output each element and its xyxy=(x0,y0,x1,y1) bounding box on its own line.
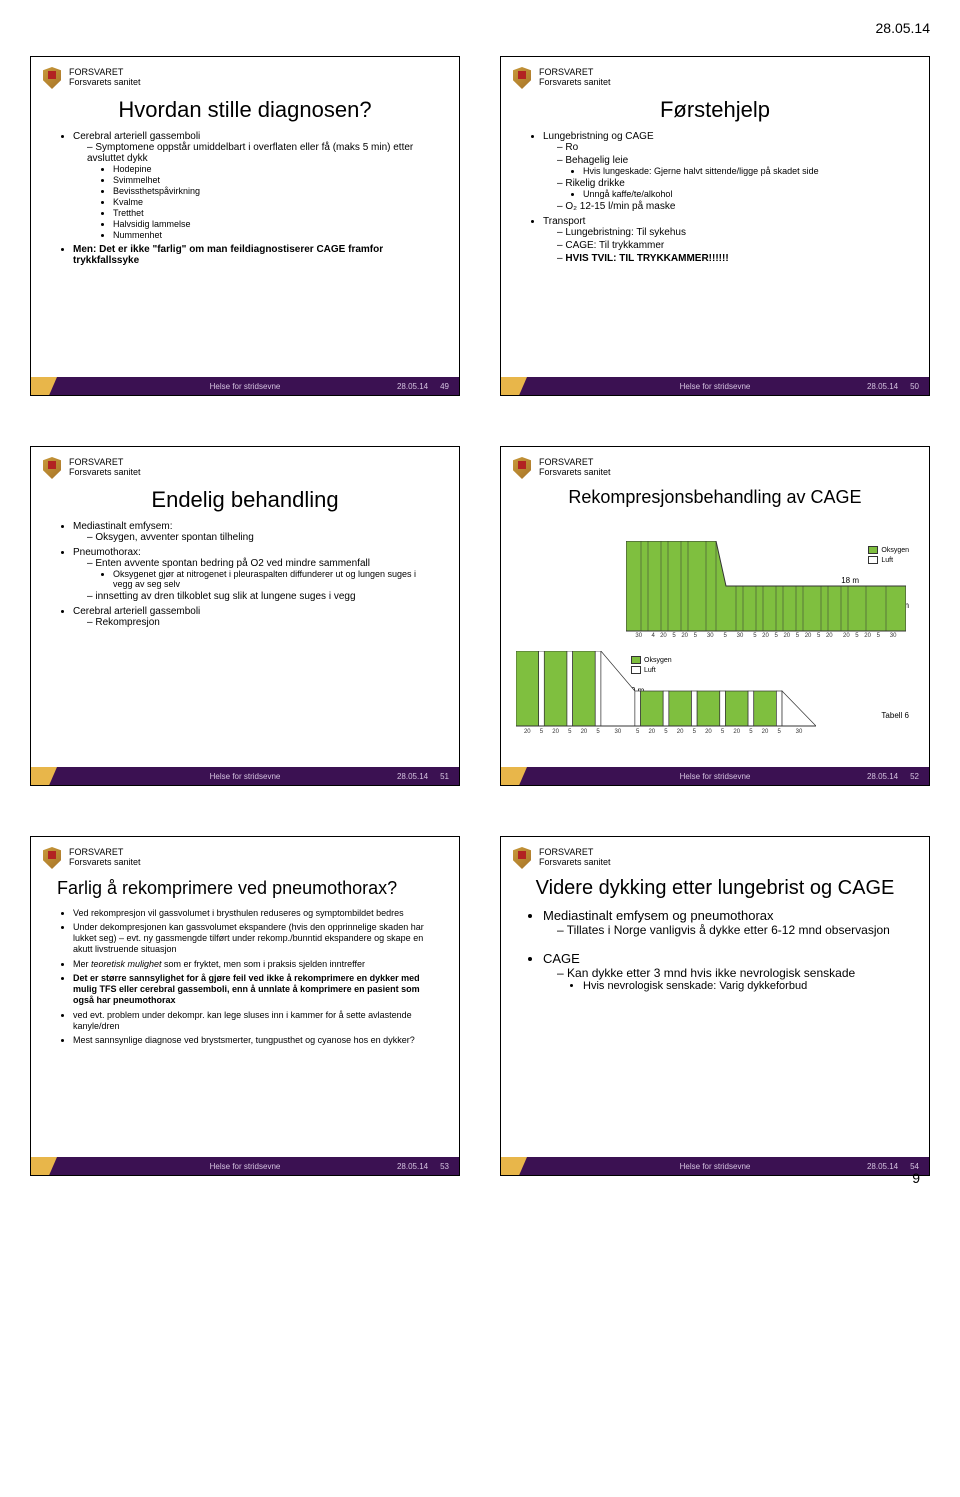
slide-title: Rekompresjonsbehandling av CAGE xyxy=(511,487,919,508)
subbullet: Symptomene oppstår umiddelbart i overfla… xyxy=(87,142,413,164)
slide-title: Førstehjelp xyxy=(527,97,903,123)
slide-footer: Helse for stridsevne 28.05.14 50 xyxy=(501,377,929,395)
bullet: Mest sannsynlige diagnose ved brystsmert… xyxy=(73,1035,433,1046)
shield-icon xyxy=(513,457,531,479)
subsub: Unngå kaffe/te/alkohol xyxy=(583,189,903,199)
slide-footer: Helse for stridsevne 28.05.14 49 xyxy=(31,377,459,395)
slide-footer: Helse for stridsevne 28.05.14 51 xyxy=(31,767,459,785)
subsub: Svimmelhet xyxy=(113,175,433,185)
footer-date: 28.05.14 xyxy=(397,382,428,391)
footer-center: Helse for stridsevne xyxy=(210,382,281,391)
bullet: Cerebral arteriell gassemboli xyxy=(73,131,200,142)
bullet: Mer teoretisk mulighet som er fryktet, m… xyxy=(73,959,433,970)
slide-footer: Helse for stridsevne 28.05.14 52 xyxy=(501,767,929,785)
bullet: Under dekompresjonen kan gassvolumet eks… xyxy=(73,922,433,956)
sub: Enten avvente spontan bedring på O2 ved … xyxy=(95,558,370,569)
chart-6 xyxy=(516,651,816,731)
subsub: Hvis lungeskade: Gjerne halvt sittende/l… xyxy=(583,166,903,176)
ticks-6a: 3042052053053052052052052020520530 xyxy=(626,633,906,639)
bullet-bold: "farlig" xyxy=(152,244,186,255)
sub: Oksygen, avventer spontan tilheling xyxy=(87,532,433,543)
bullet: Pneumothorax: xyxy=(73,547,141,558)
slide-52: FORSVARETForsvarets sanitet Rekompresjon… xyxy=(500,446,930,786)
org-line2: Forsvarets sanitet xyxy=(69,78,141,88)
slide-title: Hvordan stille diagnosen? xyxy=(57,97,433,123)
bullet: ved evt. problem under dekompr. kan lege… xyxy=(73,1010,433,1033)
subsub: Bevissthetspåvirkning xyxy=(113,186,433,196)
shield-icon xyxy=(43,457,61,479)
page-number: 9 xyxy=(912,1170,920,1186)
slide-54: FORSVARETForsvarets sanitet Videre dykki… xyxy=(500,836,930,1176)
bullet: Lungebristning og CAGE xyxy=(543,131,654,142)
sub-bold: HVIS TVIL: TIL TRYKKAMMER!!!!!! xyxy=(565,253,728,264)
bullet: Cerebral arteriell gassemboli xyxy=(73,606,200,617)
ticks-6: 20520520530520520520520520530 xyxy=(516,729,816,735)
subsub: Hodepine xyxy=(113,164,433,174)
bullet-bold: Men: Det er ikke xyxy=(73,244,152,255)
sub: O₂ 12-15 l/min på maske xyxy=(557,201,903,212)
slide-title: Videre dykking etter lungebrist og CAGE xyxy=(527,877,903,900)
shield-icon xyxy=(43,67,61,89)
sub: Rekompresjon xyxy=(87,617,433,628)
bullet: Mediastinalt emfysem og pneumothorax xyxy=(543,908,774,923)
bullet: Det er større sannsylighet for å gjøre f… xyxy=(73,973,433,1007)
label-6: Tabell 6 xyxy=(881,711,909,720)
bullet: Transport xyxy=(543,216,585,227)
page-date: 28.05.14 xyxy=(30,20,930,36)
slide-51: FORSVARETForsvarets sanitet Endelig beha… xyxy=(30,446,460,786)
shield-icon xyxy=(513,847,531,869)
sub: Tillates i Norge vanligvis å dykke etter… xyxy=(557,923,903,937)
treatment-charts: Tabell 6A Oksygen Luft 18 m 9 m xyxy=(511,516,919,746)
subsub: Tretthet xyxy=(113,208,433,218)
sub: Ro xyxy=(557,142,903,153)
slide-50: FORSVARET Forsvarets sanitet Førstehjelp… xyxy=(500,56,930,396)
slide-footer: Helse for stridsevne 28.05.14 53 xyxy=(31,1157,459,1175)
sub: Lungebristning: Til sykehus xyxy=(557,227,903,238)
chart-6a xyxy=(626,541,906,636)
slide-53: FORSVARETForsvarets sanitet Farlig å rek… xyxy=(30,836,460,1176)
subsub: Kvalme xyxy=(113,197,433,207)
bullet: CAGE xyxy=(543,951,580,966)
subsub: Hvis nevrologisk senskade: Varig dykkefo… xyxy=(583,980,903,992)
sub: innsetting av dren tilkoblet sug slik at… xyxy=(87,591,433,602)
shield-icon xyxy=(43,847,61,869)
footer-num: 49 xyxy=(440,382,449,391)
sub: Behagelig leie xyxy=(565,155,628,166)
slide-49: FORSVARET Forsvarets sanitet Hvordan sti… xyxy=(30,56,460,396)
shield-icon xyxy=(513,67,531,89)
bullet: Ved rekompresjon vil gassvolumet i bryst… xyxy=(73,908,433,919)
bullet: Mediastinalt emfysem: xyxy=(73,521,172,532)
sub: Kan dykke etter 3 mnd hvis ikke nevrolog… xyxy=(567,966,855,980)
slide-grid: FORSVARET Forsvarets sanitet Hvordan sti… xyxy=(30,56,930,1176)
slide-footer: Helse for stridsevne 28.05.14 54 xyxy=(501,1157,929,1175)
slide-title: Farlig å rekomprimere ved pneumothorax? xyxy=(57,877,433,900)
subsub: Halvsidig lammelse xyxy=(113,219,433,229)
sub: Rikelig drikke xyxy=(565,178,624,189)
subsub: Oksygenet gjør at nitrogenet i pleuraspa… xyxy=(113,569,433,589)
sub: CAGE: Til trykkammer xyxy=(557,240,903,251)
subsub: Nummenhet xyxy=(113,230,433,240)
slide-title: Endelig behandling xyxy=(57,487,433,513)
